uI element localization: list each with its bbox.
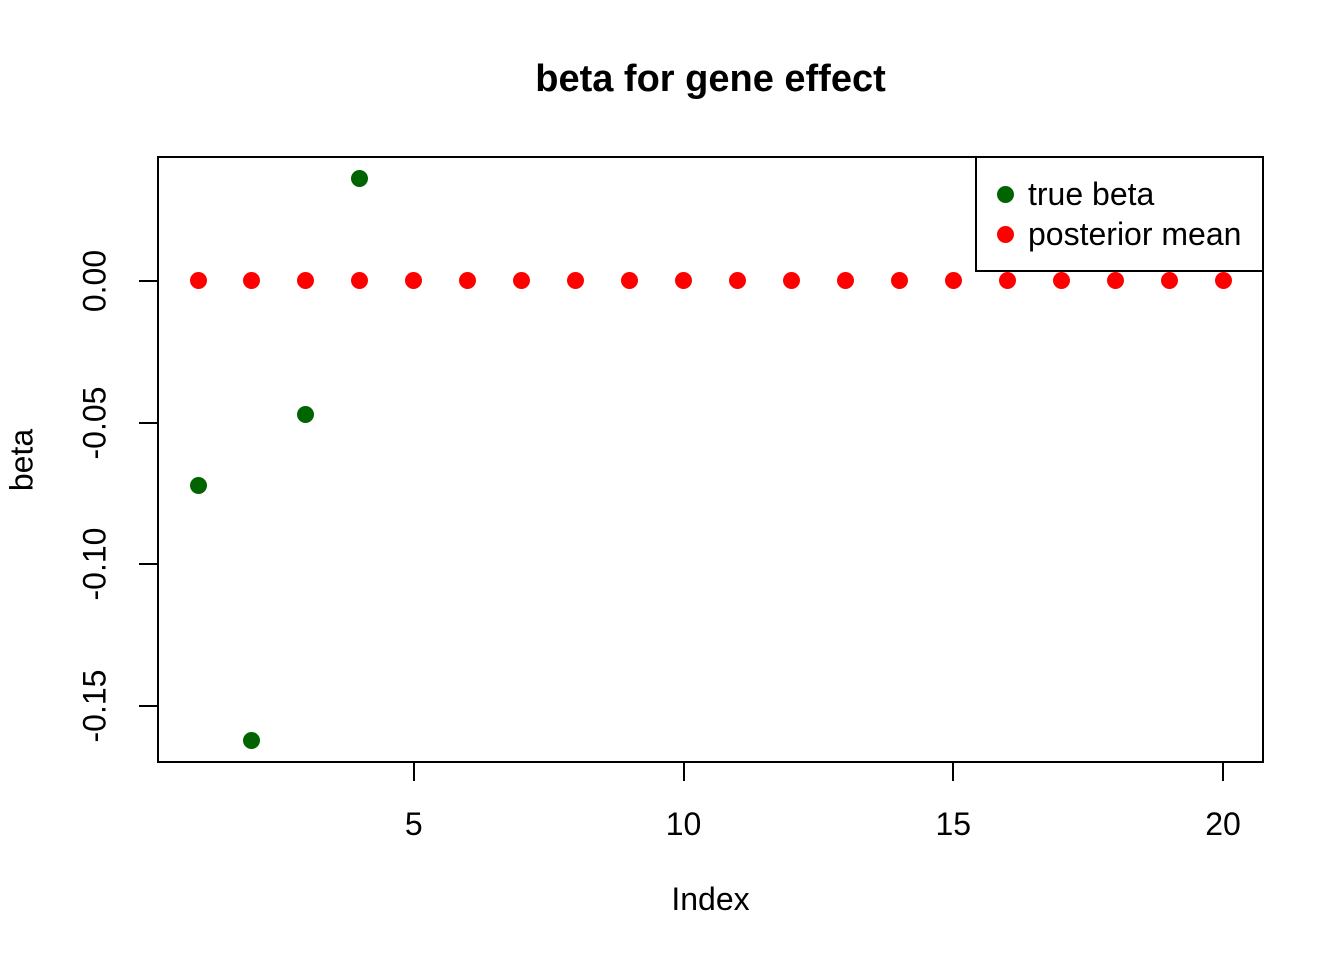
data-point-posterior-mean: [782, 272, 800, 290]
y-tick-label: 0.00: [76, 249, 113, 312]
data-point-posterior-mean: [567, 272, 585, 290]
data-point-posterior-mean: [1106, 272, 1124, 290]
y-tick-label: -0.05: [76, 386, 113, 460]
x-tick-mark: [412, 763, 415, 781]
data-point-posterior-mean: [998, 272, 1016, 290]
data-point-posterior-mean: [621, 272, 639, 290]
data-point-posterior-mean: [1160, 272, 1178, 290]
x-tick-mark: [1222, 763, 1224, 781]
x-tick-label: 15: [935, 806, 972, 842]
x-tick-mark: [952, 763, 955, 781]
y-tick-label: -0.15: [76, 669, 113, 743]
legend-item-true-beta: true beta: [997, 175, 1262, 212]
data-point-posterior-mean: [728, 272, 746, 290]
y-tick-mark: [139, 279, 157, 282]
data-point-posterior-mean: [297, 272, 315, 290]
y-axis-title: beta: [3, 428, 40, 492]
x-axis-title: Index: [671, 881, 750, 917]
legend-label-true-beta: true beta: [1028, 175, 1155, 212]
y-tick-mark: [139, 563, 157, 566]
data-point-posterior-mean: [1214, 272, 1232, 290]
x-tick-label: 10: [665, 806, 702, 842]
x-tick-label: 20: [1205, 806, 1241, 842]
legend-item-posterior-mean: posterior mean: [997, 215, 1262, 252]
data-point-true-beta: [351, 170, 369, 188]
data-point-posterior-mean: [459, 272, 477, 290]
y-tick-mark: [139, 705, 157, 708]
data-point-true-beta: [189, 476, 207, 494]
legend-label-posterior-mean: posterior mean: [1028, 215, 1242, 252]
data-point-posterior-mean: [890, 272, 908, 290]
chart-title: beta for gene effect: [535, 58, 886, 100]
x-tick-label: 5: [404, 806, 423, 842]
data-point-true-beta: [297, 405, 315, 423]
legend: true beta posterior mean: [975, 156, 1264, 272]
data-point-true-beta: [243, 731, 261, 749]
data-point-posterior-mean: [405, 272, 423, 290]
data-point-posterior-mean: [1052, 272, 1070, 290]
data-point-posterior-mean: [675, 272, 693, 290]
y-tick-mark: [139, 421, 157, 424]
posterior-mean-marker-icon: [997, 225, 1014, 243]
data-point-posterior-mean: [351, 272, 369, 290]
data-point-posterior-mean: [243, 272, 261, 290]
x-tick-mark: [682, 763, 685, 781]
true-beta-marker-icon: [997, 185, 1014, 203]
y-tick-label: -0.10: [76, 527, 113, 601]
data-point-posterior-mean: [513, 272, 531, 290]
data-point-posterior-mean: [836, 272, 854, 290]
data-point-posterior-mean: [189, 272, 207, 290]
data-point-posterior-mean: [944, 272, 962, 290]
